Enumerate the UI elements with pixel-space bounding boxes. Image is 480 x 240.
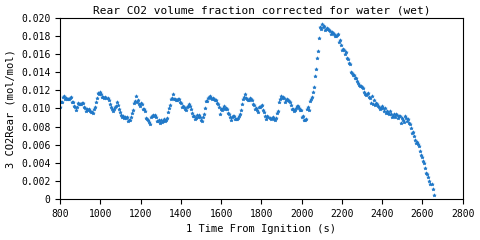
X-axis label: 1 Time From Ignition (s): 1 Time From Ignition (s) [186,224,336,234]
Title: Rear CO2 volume fraction corrected for water (wet): Rear CO2 volume fraction corrected for w… [93,6,430,16]
Y-axis label: 3 CO2Rear (mol/mol): 3 CO2Rear (mol/mol) [6,49,15,168]
